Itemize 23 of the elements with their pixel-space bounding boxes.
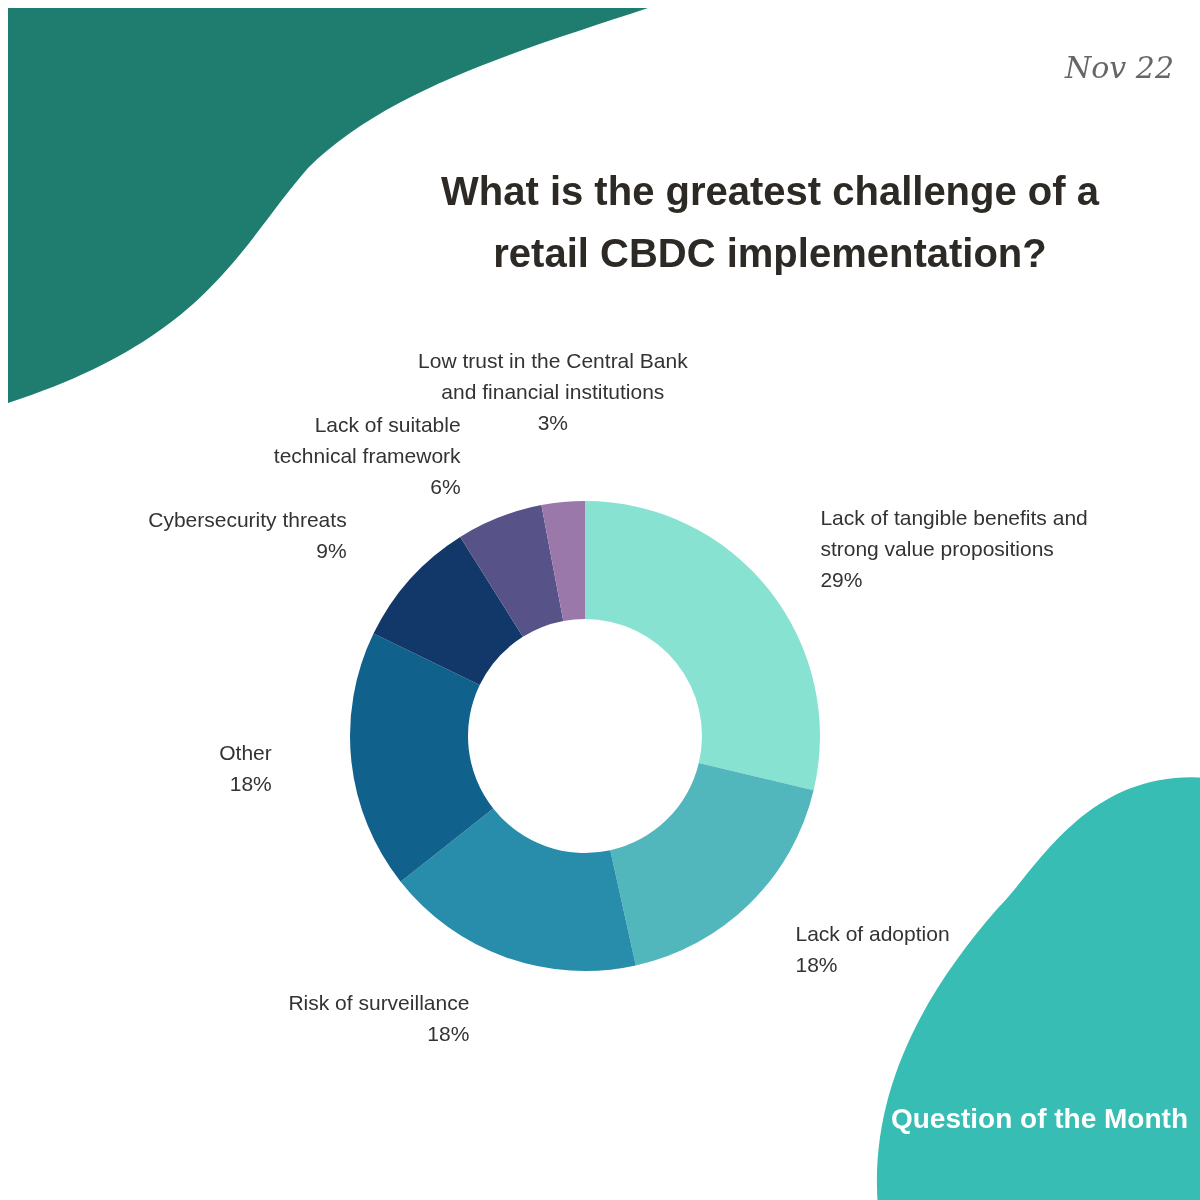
donut-slice <box>460 505 564 637</box>
slice-label: Lack of tangible benefits and strong value propositions <box>820 506 1088 561</box>
data-label: 3% <box>537 411 569 434</box>
data-label: 18% <box>427 1021 470 1045</box>
text: Nov 22 <box>1064 50 1174 85</box>
slice-label: Other <box>219 740 272 764</box>
data-label: 18% <box>795 952 838 976</box>
donut-slice <box>400 808 636 971</box>
donut-slice <box>585 501 820 791</box>
data-label: 9% <box>316 538 347 562</box>
chart-title: What is the greatest challenge of a retail CBDC implementation? <box>441 169 1100 275</box>
slice-label: Lack of adoption <box>795 921 950 945</box>
donut-slice <box>350 633 494 882</box>
donut-slice <box>373 536 523 685</box>
data-label: 6% <box>430 475 461 499</box>
data-label: 29% <box>820 568 863 592</box>
donut-slice <box>541 501 585 622</box>
text: Question of the Month <box>890 1103 1188 1134</box>
slice-label: Cybersecurity threats <box>148 507 347 531</box>
data-label: 18% <box>229 771 272 795</box>
slice-label: Low trust in the Central Bank and financial institutions <box>418 349 689 403</box>
slice-label: Lack of suitable technical framework <box>273 413 462 468</box>
slice-label: Risk of surveillance <box>288 990 470 1014</box>
